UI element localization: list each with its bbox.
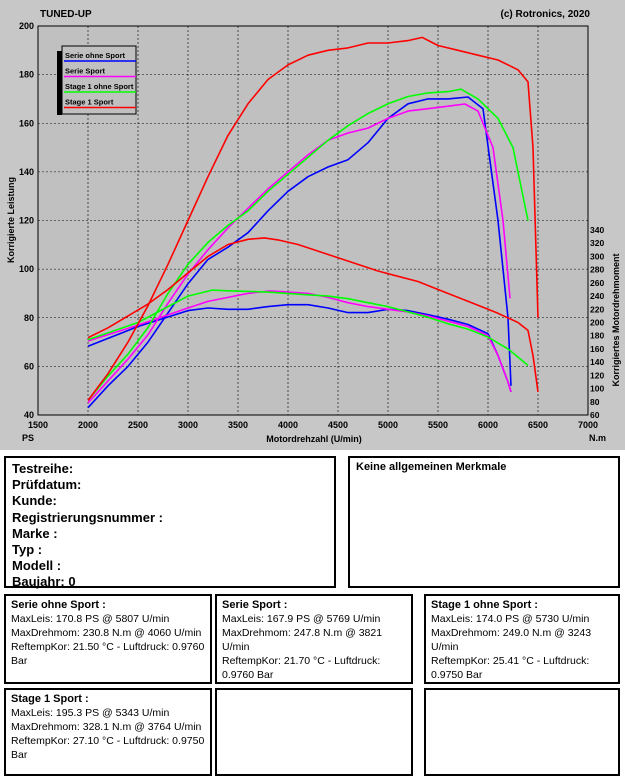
run-max-power: MaxLeis: 195.3 PS @ 5343 U/min	[11, 707, 170, 719]
x-tick-label: 2500	[128, 420, 148, 430]
typ-label: Typ :	[12, 542, 43, 558]
legend-label: Stage 1 ohne Sport	[65, 82, 134, 91]
series-power-stage-1-ohne-sport	[87, 88, 529, 401]
run-card-stage1-sport: Stage 1 Sport : MaxLeis: 195.3 PS @ 5343…	[4, 688, 212, 776]
y-tick-label: 100	[19, 264, 34, 274]
run-conditions: ReftempKor: 25.41 °C - Luftdruck: 0.9750…	[431, 655, 590, 681]
y2-tick-label: 320	[590, 238, 604, 248]
run-max-torque: MaxDrehmom: 247.8 N.m @ 3821 U/min	[222, 627, 383, 653]
x-tick-label: 6500	[528, 420, 548, 430]
run-max-power: MaxLeis: 174.0 PS @ 5730 U/min	[431, 613, 590, 625]
y2-tick-labels: 60 80 100 120 140 160 180 200 220 240 260 280 300 320…	[590, 225, 604, 420]
y2-tick-label: 120	[590, 370, 604, 380]
run-conditions: ReftempKor: 27.10 °C - Luftdruck: 0.9750…	[11, 735, 205, 761]
y-tick-label: 80	[24, 313, 34, 323]
run-title: Serie ohne Sport :	[11, 599, 106, 611]
series-lines	[87, 36, 539, 409]
kunde-label: Kunde:	[12, 493, 57, 509]
marke-label: Marke :	[12, 525, 58, 541]
x-tick-label: 3000	[178, 420, 198, 430]
y2-tick-label: 260	[590, 278, 604, 288]
pruefdatum-label: Prüfdatum:	[12, 477, 82, 493]
y2-tick-label: 100	[590, 384, 604, 394]
x-tick-label: 5000	[378, 420, 398, 430]
y2-tick-label: 240	[590, 291, 604, 301]
plot-frame	[37, 25, 589, 416]
run-max-torque: MaxDrehmom: 328.1 N.m @ 3764 U/min	[11, 721, 202, 733]
y2-tick-label: 200	[590, 318, 604, 328]
x-tick-label: 6000	[478, 420, 498, 430]
y-tick-label: 160	[19, 118, 34, 128]
run-title: Serie Sport :	[222, 599, 288, 611]
x-tick-label: 3500	[228, 420, 248, 430]
y2-tick-label: 180	[590, 331, 604, 341]
info-panel: Testreihe: Prüfdatum: Kunde: Registrieru…	[4, 456, 336, 590]
run-conditions: ReftempKor: 21.70 °C - Luftdruck: 0.9760…	[222, 655, 381, 681]
y2-tick-label: 60	[590, 410, 600, 420]
y-tick-label: 60	[24, 361, 34, 371]
x-tick-label: 4000	[278, 420, 298, 430]
y-tick-label: 140	[19, 167, 34, 177]
run-max-torque: MaxDrehmom: 249.0 N.m @ 3243 U/min	[431, 627, 592, 653]
run-title: Stage 1 ohne Sport :	[431, 599, 538, 611]
y-tick-labels: 40 60 80 100 120 140 160 180 200	[19, 21, 34, 420]
y2-tick-label: 280	[590, 265, 604, 275]
y2-tick-label: 340	[590, 225, 604, 235]
run-max-power: MaxLeis: 167.9 PS @ 5769 U/min	[222, 613, 381, 625]
legend-label: Serie Sport	[65, 67, 106, 76]
y-tick-label: 180	[19, 70, 34, 80]
legend-label: Serie ohne Sport	[65, 51, 126, 60]
run-card-serie-ohne-sport: Serie ohne Sport : MaxLeis: 170.8 PS @ 5…	[4, 594, 212, 684]
modell-label: Modell :	[12, 558, 62, 574]
y-tick-label: 120	[19, 216, 34, 226]
run-card-serie-sport: Serie Sport : MaxLeis: 167.9 PS @ 5769 U…	[215, 594, 413, 684]
y2-axis-label: Korrigiertes Motordrehmoment	[611, 253, 621, 386]
x-tick-label: 1500	[28, 420, 48, 430]
legend: Serie ohne Sport Serie Sport Stage 1 ohne …	[57, 45, 137, 115]
y2-tick-label: 140	[590, 357, 604, 367]
dyno-chart-panel: TUNED-UP (c) Rotronics, 2020 1500 2000 250…	[0, 0, 625, 450]
empty-run-card	[215, 688, 413, 776]
y-tick-label: 200	[19, 21, 34, 31]
copyright-text: (c) Rotronics, 2020	[501, 9, 591, 20]
series-torque-stage-1-ohne-sport	[87, 289, 529, 367]
x-tick-label: 4500	[328, 420, 348, 430]
y2-tick-label: 300	[590, 251, 604, 261]
x-tick-label: 2000	[78, 420, 98, 430]
empty-run-card	[424, 688, 620, 776]
y2-tick-label: 80	[590, 397, 600, 407]
general-features-panel: Keine allgemeinen Merkmale	[348, 456, 620, 588]
run-max-power: MaxLeis: 170.8 PS @ 5807 U/min	[11, 613, 170, 625]
testreihe-label: Testreihe:	[12, 461, 74, 476]
x-axis-label: Motordrehzahl (U/min)	[266, 434, 362, 444]
x-axis-unit-nm: N.m	[589, 433, 606, 443]
x-tick-label: 5500	[428, 420, 448, 430]
y2-tick-label: 160	[590, 344, 604, 354]
series-torque-serie-ohne-sport	[87, 303, 512, 393]
run-card-stage1-ohne-sport: Stage 1 ohne Sport : MaxLeis: 174.0 PS @…	[424, 594, 620, 684]
series-torque-stage-1-sport	[87, 237, 539, 393]
x-tick-labels: 1500 2000 2500 3000 3500 4000 4500 5000 5500 6000…	[28, 420, 598, 430]
run-title: Stage 1 Sport :	[11, 693, 89, 705]
y-tick-label: 40	[24, 410, 34, 420]
legend-label: Stage 1 Sport	[65, 98, 114, 107]
series-power-stage-1-sport	[87, 36, 539, 401]
legend-box	[61, 45, 137, 115]
x-tick-label: 7000	[578, 420, 598, 430]
run-max-torque: MaxDrehmom: 230.8 N.m @ 4060 U/min	[11, 627, 202, 639]
general-features-title: Keine allgemeinen Merkmale	[356, 461, 507, 473]
y-axis-label: Korrigierte Leistung	[6, 177, 16, 263]
x-axis-unit-ps: PS	[22, 433, 34, 443]
dyno-chart: TUNED-UP (c) Rotronics, 2020 1500 2000 250…	[6, 9, 621, 444]
baujahr-label: Baujahr: 0	[12, 574, 76, 590]
run-conditions: ReftempKor: 21.50 °C - Luftdruck: 0.9760…	[11, 641, 205, 667]
registrierungsnummer-label: Registrierungsnummer :	[12, 509, 163, 525]
y2-tick-label: 220	[590, 304, 604, 314]
chart-title: TUNED-UP	[40, 9, 92, 20]
legend-shadow	[57, 51, 62, 115]
series-torque-serie-sport	[87, 290, 512, 393]
